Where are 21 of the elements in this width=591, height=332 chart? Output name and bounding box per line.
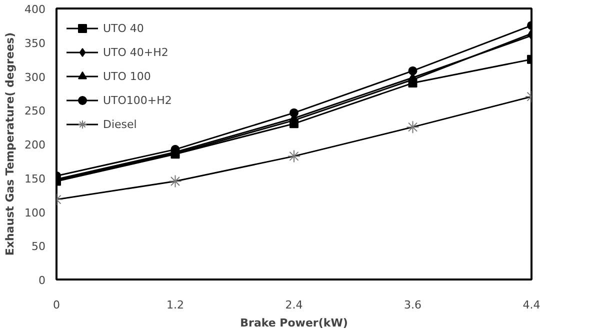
y-tick-label: 300: [24, 70, 46, 84]
x-tick-label: 2.4: [285, 298, 303, 312]
legend-label: Diesel: [103, 118, 137, 130]
y-tick-label: 200: [24, 138, 46, 152]
y-tick-label: 350: [24, 36, 46, 50]
y-tick-label: 400: [24, 3, 46, 16]
x-axis-title: Brake Power(kW): [240, 316, 348, 330]
legend-label: UTO 100: [103, 70, 151, 82]
y-tick-label: 150: [24, 172, 46, 186]
y-axis-title: Exhaust Gas Temperature( degrees): [4, 32, 17, 256]
legend-label: UTO 40: [103, 22, 144, 34]
legend-label: UTO100+H2: [103, 94, 172, 106]
y-tick-label: 250: [24, 104, 46, 118]
x-tick-label: 3.6: [404, 298, 422, 312]
y-tick-label: 100: [24, 206, 46, 220]
y-tick-label: 50: [32, 240, 46, 254]
legend-label: UTO 40+H2: [103, 46, 168, 58]
y-tick-label: 0: [38, 274, 46, 287]
x-tick-label: 0: [53, 298, 60, 312]
x-tick-label: 4.4: [522, 298, 540, 312]
x-tick-label: 1.2: [166, 298, 184, 312]
